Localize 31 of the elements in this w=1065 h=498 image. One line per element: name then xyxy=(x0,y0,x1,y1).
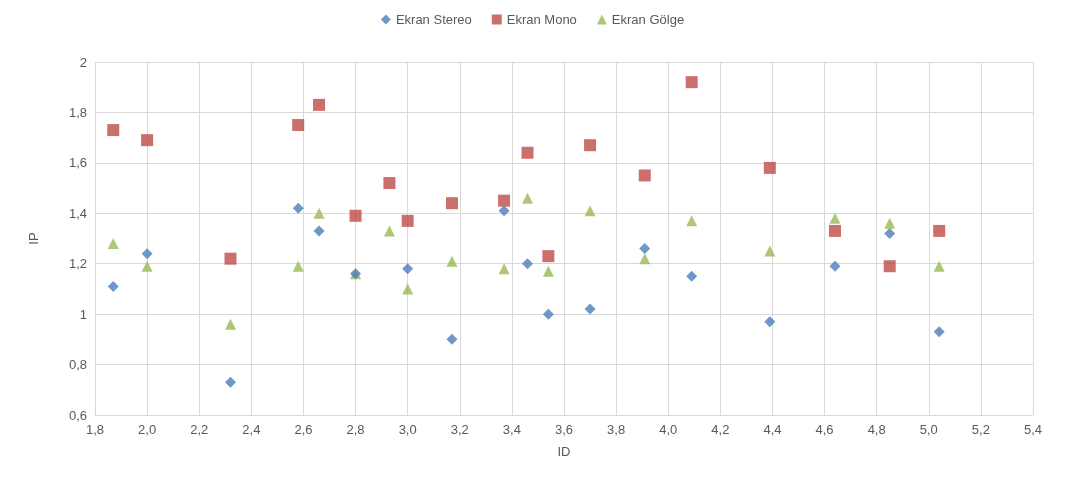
x-tick-label: 3,8 xyxy=(607,422,626,437)
x-tick-label: 2,0 xyxy=(138,422,157,437)
x-tick-label: 2,6 xyxy=(294,422,313,437)
y-tick-label: 1,4 xyxy=(68,205,87,221)
x-tick-label: 5,4 xyxy=(1023,422,1043,437)
x-tick-label: 3,6 xyxy=(554,422,574,437)
x-tick-label: 2,2 xyxy=(190,422,209,437)
legend-label: Ekran Stereo xyxy=(395,12,472,27)
x-tick-label: 3,2 xyxy=(450,422,469,437)
x-tick-label: 5,0 xyxy=(919,422,938,437)
x-tick-label: 4,8 xyxy=(867,422,886,437)
x-tick-label: 3,0 xyxy=(398,422,417,437)
x-tick-label: 4,4 xyxy=(763,422,782,437)
legend-label: Ekran Mono xyxy=(506,12,577,27)
y-tick-label: 0,6 xyxy=(68,407,87,423)
y-tick-label: 1,6 xyxy=(68,155,87,171)
x-tick-label: 2,4 xyxy=(242,422,261,437)
y-axis-title: IP xyxy=(26,232,41,245)
x-tick-label: 2,8 xyxy=(346,422,365,437)
y-tick-label: 1,2 xyxy=(68,256,87,272)
y-tick-label: 1 xyxy=(79,306,87,322)
legend-label: Ekran Gölge xyxy=(611,12,685,27)
y-tick-label: 0,8 xyxy=(68,357,87,373)
x-tick-label: 4,6 xyxy=(815,422,834,437)
y-tick-label: 2 xyxy=(79,54,87,70)
x-tick-label: 3,4 xyxy=(502,422,521,437)
x-tick-label: 4,2 xyxy=(711,422,730,437)
x-tick-label: 4,0 xyxy=(659,422,678,437)
x-tick-label: 5,2 xyxy=(971,422,990,437)
x-axis-title: ID xyxy=(557,444,571,459)
y-tick-label: 1,8 xyxy=(68,104,87,120)
